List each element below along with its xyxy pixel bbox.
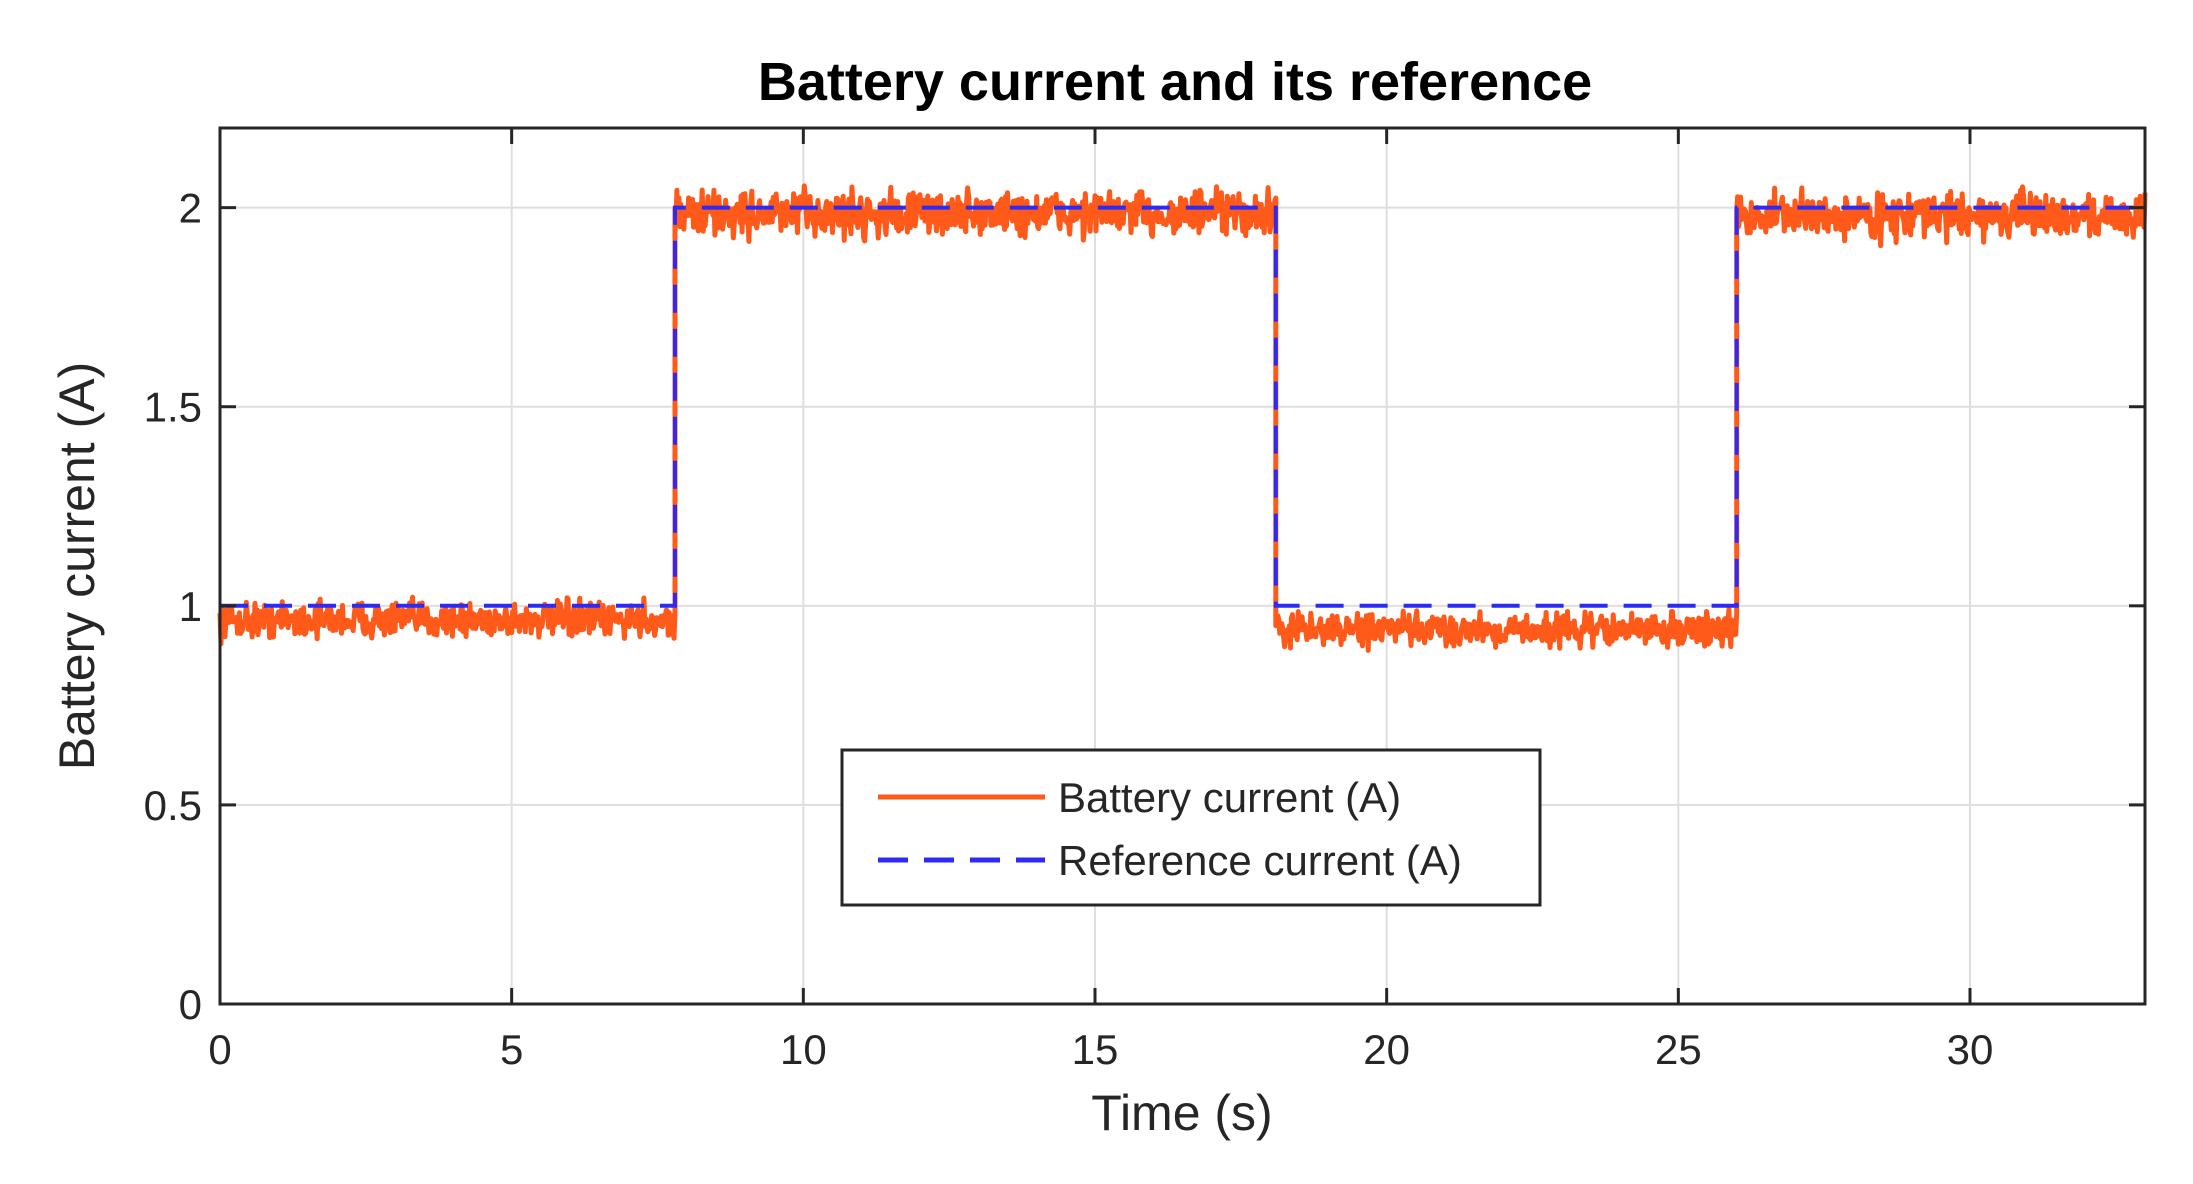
x-tick-label: 0 <box>208 1026 231 1073</box>
y-tick-label: 2 <box>179 185 202 232</box>
ticks: 0 5 10 15 20 25 30 0 0.5 1 1.5 2 <box>144 128 2145 1073</box>
legend-label-reference: Reference current (A) <box>1058 837 1462 884</box>
series-layer <box>217 183 2148 653</box>
series-battery-current <box>217 183 2148 653</box>
legend-label-battery: Battery current (A) <box>1058 774 1401 821</box>
x-axis-label: Time (s) <box>1091 1085 1272 1141</box>
legend-box <box>840 748 1542 907</box>
x-tick-label: 10 <box>780 1026 827 1073</box>
y-axis-label: Battery current (A) <box>49 362 105 770</box>
x-tick-label: 30 <box>1947 1026 1994 1073</box>
chart-title: Battery current and its reference <box>758 52 1592 112</box>
y-tick-label: 1 <box>179 583 202 630</box>
y-tick-label: 0.5 <box>144 782 202 829</box>
series-reference-current <box>220 205 2145 608</box>
y-tick-label: 0 <box>179 981 202 1028</box>
x-tick-label: 5 <box>500 1026 523 1073</box>
x-tick-label: 15 <box>1072 1026 1119 1073</box>
plot-frame <box>218 126 2147 1006</box>
y-tick-label: 1.5 <box>144 384 202 431</box>
x-tick-label: 20 <box>1363 1026 1410 1073</box>
legend: Battery current (A) Reference current (A… <box>840 748 1542 907</box>
x-tick-label: 25 <box>1655 1026 1702 1073</box>
